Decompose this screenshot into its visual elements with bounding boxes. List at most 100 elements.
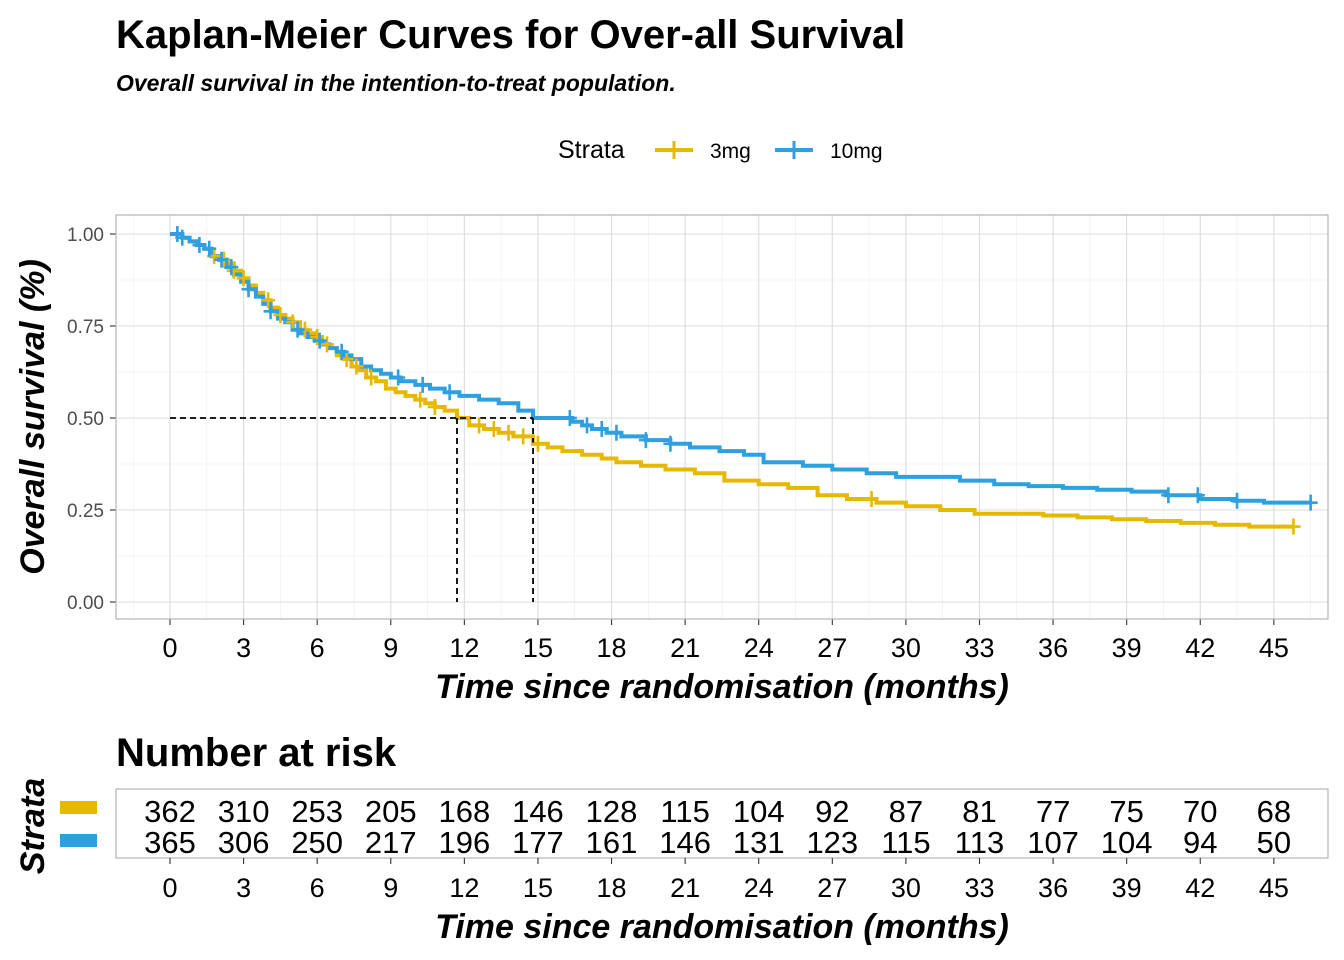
censor-mark-10mg: [241, 281, 256, 298]
risk-strata-label: Strata: [14, 778, 52, 874]
risk-count: 362: [144, 794, 196, 829]
x-tick-label: 42: [1185, 633, 1215, 663]
x-tick-label: 45: [1259, 633, 1289, 663]
risk-x-tick-label: 15: [523, 873, 553, 903]
risk-x-tick-label: 45: [1259, 873, 1289, 903]
censor-mark-10mg: [391, 369, 406, 386]
risk-x-tick-label: 21: [670, 873, 700, 903]
censor-mark-10mg: [1303, 494, 1318, 511]
censor-mark-10mg: [312, 332, 327, 349]
censor-mark-3mg: [427, 398, 442, 415]
x-tick-label: 27: [817, 633, 847, 663]
risk-count: 113: [955, 825, 1004, 860]
risk-count: 92: [815, 794, 849, 829]
x-tick-label: 9: [383, 633, 398, 663]
risk-table-panel: 362 310 253 205 168 146 128 115 104 92 87 81 77 75 70 6…: [115, 788, 1329, 903]
censor-mark-3mg: [226, 262, 241, 279]
risk-count: 128: [586, 794, 638, 829]
x-tick-label: 0: [162, 633, 177, 663]
legend-item-10mg: 10mg: [775, 140, 883, 163]
risk-count: 123: [806, 825, 858, 860]
censor-mark-10mg: [192, 237, 207, 254]
chart-subtitle: Overall survival in the intention-to-tre…: [116, 70, 676, 96]
risk-count: 77: [1036, 794, 1070, 829]
censor-mark-10mg: [263, 303, 278, 320]
x-tick-label: 6: [310, 633, 325, 663]
censor-mark-3mg: [349, 358, 364, 375]
censor-mark-3mg: [530, 435, 545, 452]
censor-mark-10mg: [638, 432, 653, 449]
risk-count: 50: [1257, 825, 1291, 860]
risk-table-title: Number at risk: [116, 731, 397, 775]
risk-x-tick-label: 36: [1038, 873, 1068, 903]
risk-count: 68: [1257, 794, 1291, 829]
risk-x-tick-label: 42: [1185, 873, 1215, 903]
risk-x-tick-label: 12: [449, 873, 479, 903]
risk-count: 253: [291, 794, 343, 829]
censor-mark-10mg: [562, 410, 577, 426]
risk-count: 177: [512, 825, 564, 860]
censor-mark-3mg: [1286, 518, 1301, 535]
risk-count: 306: [218, 825, 270, 860]
chart-title: Kaplan-Meier Curves for Over-all Surviva…: [116, 13, 905, 57]
censor-mark-3mg: [472, 417, 487, 434]
legend-item-3mg: 3mg: [655, 140, 751, 163]
censor-mark-10mg: [1161, 487, 1176, 504]
censor-mark-3mg: [310, 329, 325, 346]
risk-count: 310: [218, 794, 270, 829]
censor-mark-3mg: [413, 391, 428, 408]
censor-mark-10mg: [594, 421, 609, 438]
censor-mark-10mg: [214, 251, 229, 268]
x-tick-label: 18: [597, 633, 627, 663]
y-axis-title: Overall survival (%): [14, 259, 52, 575]
risk-count: 146: [659, 825, 711, 860]
risk-x-tick-label: 0: [162, 873, 177, 903]
censor-mark-10mg: [663, 435, 678, 452]
risk-count: 87: [889, 794, 923, 829]
risk-x-tick-label: 6: [310, 873, 325, 903]
x-tick-label: 21: [670, 633, 700, 663]
censor-mark-10mg: [442, 384, 457, 401]
x-tick-label: 3: [236, 633, 251, 663]
risk-count: 70: [1183, 794, 1217, 829]
risk-x-tick-label: 27: [817, 873, 847, 903]
x-tick-label: 30: [891, 633, 921, 663]
risk-x-tick-label: 24: [744, 873, 774, 903]
legend-title: Strata: [558, 136, 625, 164]
risk-count: 168: [438, 794, 490, 829]
risk-count: 81: [962, 794, 996, 829]
censor-mark-10mg: [415, 376, 430, 393]
risk-count: 115: [660, 794, 709, 829]
risk-count: 107: [1027, 825, 1079, 860]
risk-count: 104: [733, 794, 785, 829]
censor-mark-3mg: [236, 270, 251, 287]
risk-x-tick-label: 39: [1112, 873, 1142, 903]
risk-count: 104: [1101, 825, 1153, 860]
legend-label-10mg: 10mg: [830, 140, 883, 163]
risk-count: 161: [586, 825, 638, 860]
censor-mark-3mg: [261, 292, 276, 309]
x-tick-label: 24: [744, 633, 774, 663]
risk-x-tick-label: 3: [236, 873, 251, 903]
x-tick-label: 15: [523, 633, 553, 663]
risk-count: 146: [512, 794, 564, 829]
censor-mark-3mg: [864, 490, 879, 507]
censor-mark-10mg: [175, 229, 190, 246]
censor-mark-10mg: [202, 240, 217, 257]
risk-x-axis-title: Time since randomisation (months): [435, 908, 1009, 946]
y-tick-label: 0.25: [67, 501, 104, 522]
censor-mark-10mg: [580, 417, 595, 434]
censor-mark-3mg: [486, 421, 501, 438]
risk-x-tick-label: 18: [597, 873, 627, 903]
risk-count: 94: [1183, 825, 1217, 860]
censor-mark-3mg: [501, 424, 516, 441]
y-tick-label: 0.50: [67, 409, 104, 430]
risk-count: 250: [291, 825, 343, 860]
risk-count: 196: [438, 825, 490, 860]
survival-plot-panel: 0 3 6 9 12 15 18 21 24 27 30 33 36 39 42 450.000.250.50…: [67, 214, 1329, 663]
risk-x-tick-label: 30: [891, 873, 921, 903]
x-tick-label: 12: [449, 633, 479, 663]
legend-label-3mg: 3mg: [710, 140, 751, 163]
censor-mark-10mg: [334, 343, 349, 360]
